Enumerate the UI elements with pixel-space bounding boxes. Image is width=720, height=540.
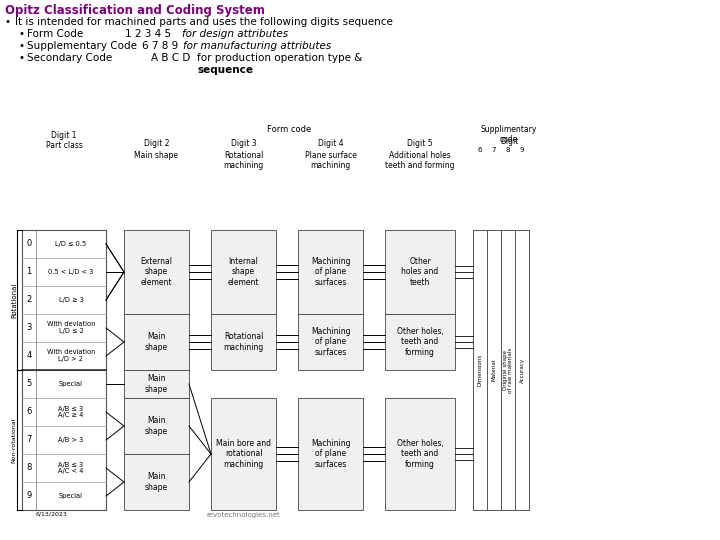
Bar [124,230,189,314]
Text: Rotational
machining: Rotational machining [223,332,264,352]
Text: A B C D: A B C D [151,53,190,63]
Text: With deviation
L/D > 2: With deviation L/D > 2 [47,349,95,362]
Text: 3: 3 [27,323,32,333]
Text: Material: Material [492,359,497,381]
Bar [211,230,276,314]
Text: 1 2 3 4 5: 1 2 3 4 5 [125,29,171,39]
Text: Digit 3: Digit 3 [230,139,256,148]
Text: Accuracy: Accuracy [520,357,524,382]
Text: 6 7 8 9: 6 7 8 9 [142,41,179,51]
Text: Other holes,
teeth and
forming: Other holes, teeth and forming [397,439,444,469]
Text: L/D ≤ 0.5: L/D ≤ 0.5 [55,241,86,247]
Text: Special: Special [59,493,83,499]
Text: Form code: Form code [267,125,312,134]
Text: Main
shape: Main shape [145,374,168,394]
Text: Main bore and
rotational
machining: Main bore and rotational machining [216,439,271,469]
Text: for manufacturing attributes: for manufacturing attributes [183,41,331,51]
Text: A/B > 3: A/B > 3 [58,437,84,443]
Text: A/B ≤ 3
A/C ≥ 4: A/B ≤ 3 A/C ≥ 4 [58,406,84,419]
Text: Supplementary Code: Supplementary Code [27,41,137,51]
Text: 4: 4 [27,352,32,361]
Bar [211,314,276,370]
Text: With deviation
L/D ≤ 2: With deviation L/D ≤ 2 [47,321,95,334]
Text: Internal
shape
element: Internal shape element [228,257,259,287]
Text: Main
shape: Main shape [145,472,168,492]
Text: 9: 9 [27,491,32,501]
Text: 0: 0 [27,240,32,248]
Text: Non-rotational: Non-rotational [12,417,17,463]
Text: Original shape
of raw materials: Original shape of raw materials [503,347,513,393]
Text: Digit 5: Digit 5 [408,139,433,148]
Text: 8: 8 [505,147,510,153]
Bar [124,398,189,454]
Text: Main shape: Main shape [135,151,179,160]
Text: 2: 2 [27,295,32,305]
Bar [385,398,455,510]
Text: Machining
of plane
surfaces: Machining of plane surfaces [311,327,350,357]
Text: 0.5 < L/D < 3: 0.5 < L/D < 3 [48,269,94,275]
Text: Secondary Code: Secondary Code [27,53,112,63]
Bar [211,398,276,510]
Text: 6/13/2023: 6/13/2023 [36,512,68,517]
Text: Plane surface
machining: Plane surface machining [305,151,356,171]
Text: External
shape
element: External shape element [140,257,173,287]
Text: Digit: Digit [500,137,518,146]
Bar [124,370,189,398]
Text: It is intended for machined parts and uses the following digits sequence: It is intended for machined parts and us… [15,17,393,27]
Text: •: • [18,53,24,63]
Text: 6: 6 [478,147,482,153]
Text: Form Code: Form Code [27,29,84,39]
Text: Digit 4: Digit 4 [318,139,343,148]
Text: Digit 1
Part class: Digit 1 Part class [45,131,82,151]
Bar [298,230,363,314]
Bar [385,314,455,370]
Text: Special: Special [59,381,83,387]
Text: 5: 5 [27,380,32,388]
Text: Digit 2: Digit 2 [144,139,169,148]
Text: Rotational
machining: Rotational machining [223,151,264,171]
Text: Other
holes and
teeth: Other holes and teeth [401,257,438,287]
Text: Supplimentary
code: Supplimentary code [481,125,537,144]
Text: Machining
of plane
surfaces: Machining of plane surfaces [311,257,350,287]
Text: 6: 6 [27,408,32,416]
Text: •: • [18,41,24,51]
Text: 9: 9 [520,147,524,153]
Bar [124,454,189,510]
Text: Additional holes
teeth and forming: Additional holes teeth and forming [385,151,455,171]
Text: •: • [5,17,11,27]
Text: 7: 7 [27,435,32,444]
Text: Main
shape: Main shape [145,332,168,352]
Text: sequence: sequence [197,65,253,75]
Bar [298,398,363,510]
Text: 7: 7 [492,147,496,153]
Bar [298,314,363,370]
Text: L/D ≥ 3: L/D ≥ 3 [58,297,84,303]
Bar [124,314,189,370]
Text: Opitz Classification and Coding System: Opitz Classification and Coding System [5,4,265,17]
Bar [385,230,455,314]
Text: for design attributes: for design attributes [182,29,288,39]
Text: Other holes,
teeth and
forming: Other holes, teeth and forming [397,327,444,357]
Text: Machining
of plane
surfaces: Machining of plane surfaces [311,439,350,469]
Text: A/B ≤ 3
A/C < 4: A/B ≤ 3 A/C < 4 [58,462,84,475]
Text: Main
shape: Main shape [145,416,168,436]
Text: •: • [18,29,24,39]
Text: for production operation type &: for production operation type & [197,53,362,63]
Text: 8: 8 [27,463,32,472]
Text: Rotational: Rotational [11,282,17,318]
Text: revotechnologies.net: revotechnologies.net [207,512,280,518]
Text: 1: 1 [27,267,32,276]
Text: Dimensions: Dimensions [477,354,482,386]
